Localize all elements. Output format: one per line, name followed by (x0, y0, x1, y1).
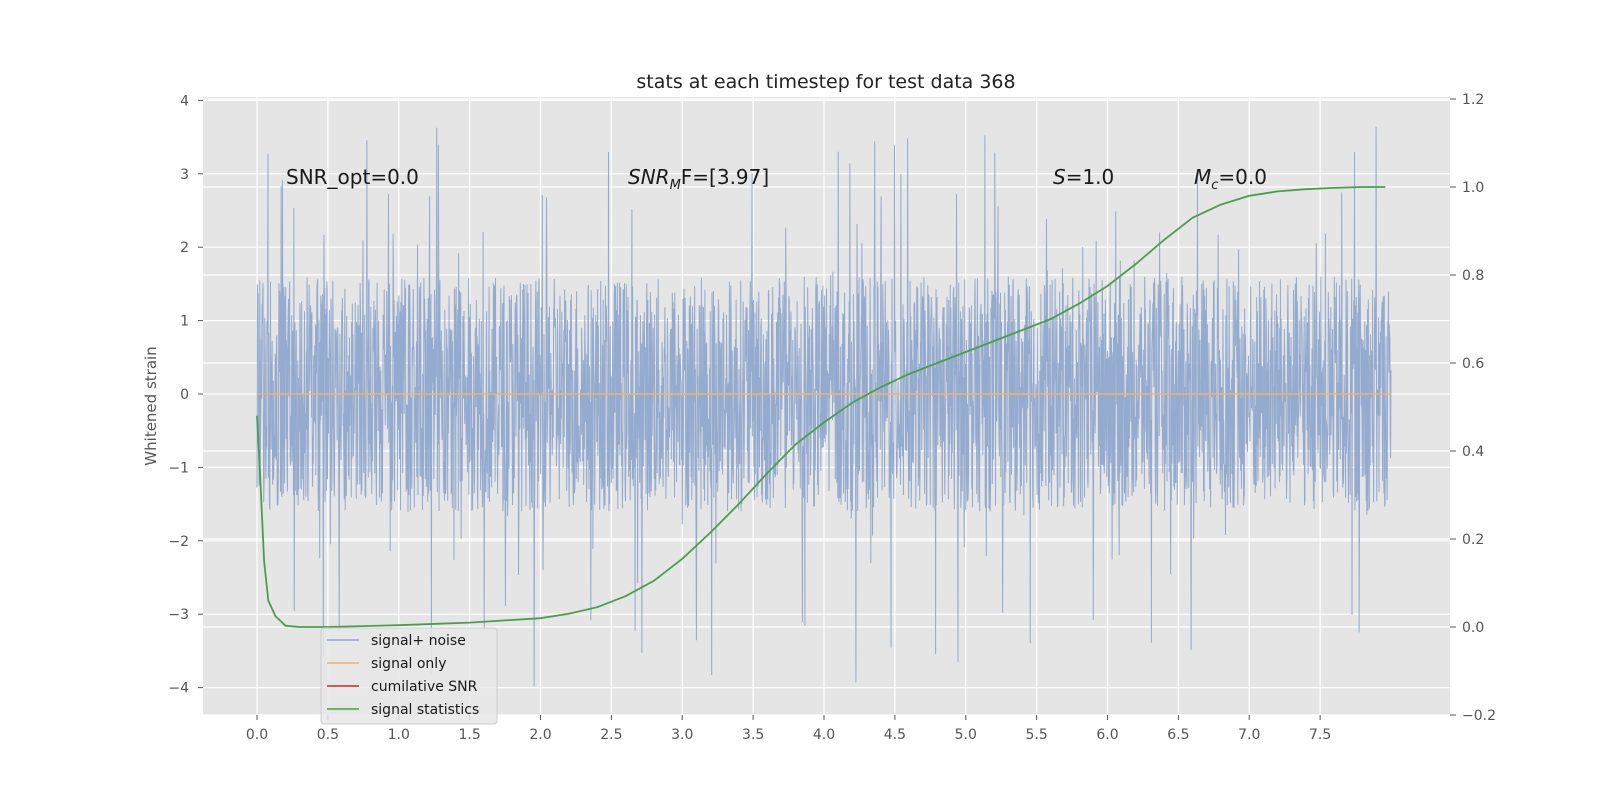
annotation-s: S=1.0 (1053, 165, 1114, 189)
x-tick-label: 3.0 (671, 727, 693, 743)
legend-label-signal-only: signal only (371, 656, 446, 672)
y-tick-label: −2 (168, 534, 189, 550)
chart-title: stats at each timestep for test data 368 (636, 71, 1015, 93)
x-tick-label: 2.0 (529, 727, 551, 743)
annotation-snr-mf-sub: M (670, 178, 681, 193)
legend-label-signal-noise: signal+ noise (371, 633, 466, 649)
annotation-snr-mf: SNRMF=[3.97] (628, 165, 769, 193)
y2-tick-label: 0.2 (1462, 532, 1484, 548)
series-lines (256, 186, 1391, 628)
x-tick-label: 6.5 (1167, 727, 1189, 743)
legend-box (320, 627, 498, 725)
y-tick-label: 0 (180, 387, 189, 403)
line-signal-noise (256, 126, 1392, 687)
annotation-mc-sub: c (1211, 178, 1218, 193)
y2-tick-label: 0.8 (1462, 268, 1484, 284)
y-tick-label: 1 (180, 314, 189, 330)
annotation-snr-mf-label: SNR (628, 165, 670, 189)
y2-tick-label: 1.0 (1462, 180, 1484, 196)
y-axis-label: Whitened strain (142, 346, 160, 465)
y2-tick-label: 1.2 (1462, 92, 1484, 108)
legend: signal+ noise signal only cumilative SNR… (320, 627, 498, 725)
y-tick-label: −1 (168, 460, 189, 476)
x-tick-label: 6.0 (1096, 727, 1118, 743)
line-signal-statistics (256, 186, 1386, 628)
annotation-s-label: S (1053, 165, 1066, 189)
x-tick-label: 0.5 (317, 727, 339, 743)
annotation-mc-label: M (1194, 165, 1211, 189)
annotation-mc: Mc=0.0 (1194, 165, 1267, 193)
legend-label-signal-statistics: signal statistics (371, 702, 479, 718)
x-tick-label: 7.0 (1238, 727, 1260, 743)
legend-label-cumilative-snr: cumilative SNR (371, 679, 478, 695)
y-tick-label: 3 (180, 167, 189, 183)
x-tick-label: 5.5 (1025, 727, 1047, 743)
grid (203, 97, 1450, 716)
annotation-snr-opt: SNR_opt=0.0 (286, 165, 419, 189)
x-tick-label: 1.0 (388, 727, 410, 743)
y2-tick-label: 0.6 (1462, 356, 1484, 372)
x-tick-label: 4.5 (884, 727, 906, 743)
x-tick-label: 0.0 (246, 727, 268, 743)
x-tick-label: 3.5 (742, 727, 764, 743)
y-tick-label: 2 (180, 240, 189, 256)
tick-labels: 0.0 0.5 1.0 1.5 2.0 2.5 3.0 3.5 4.0 4.5 5.0 5.5 6.0 6… (168, 92, 1496, 743)
y2-tick-label: 0.4 (1462, 444, 1484, 460)
y2-tick-label: −0.2 (1462, 708, 1496, 724)
annotation-snr-mf-value: F=[3.97] (681, 165, 769, 189)
y-tick-label: −4 (168, 681, 189, 697)
y-tick-label: 4 (180, 93, 189, 109)
x-tick-label: 4.0 (813, 727, 835, 743)
x-tick-label: 1.5 (458, 727, 480, 743)
annotation-s-value: =1.0 (1066, 165, 1115, 189)
series-signal-noise (256, 126, 1392, 687)
x-tick-label: 5.0 (955, 727, 977, 743)
annotation-mc-value: =0.0 (1218, 165, 1267, 189)
x-tick-label: 2.5 (600, 727, 622, 743)
y-tick-label: −3 (168, 607, 189, 623)
x-tick-label: 7.5 (1309, 727, 1331, 743)
y2-tick-label: 0.0 (1462, 620, 1484, 636)
